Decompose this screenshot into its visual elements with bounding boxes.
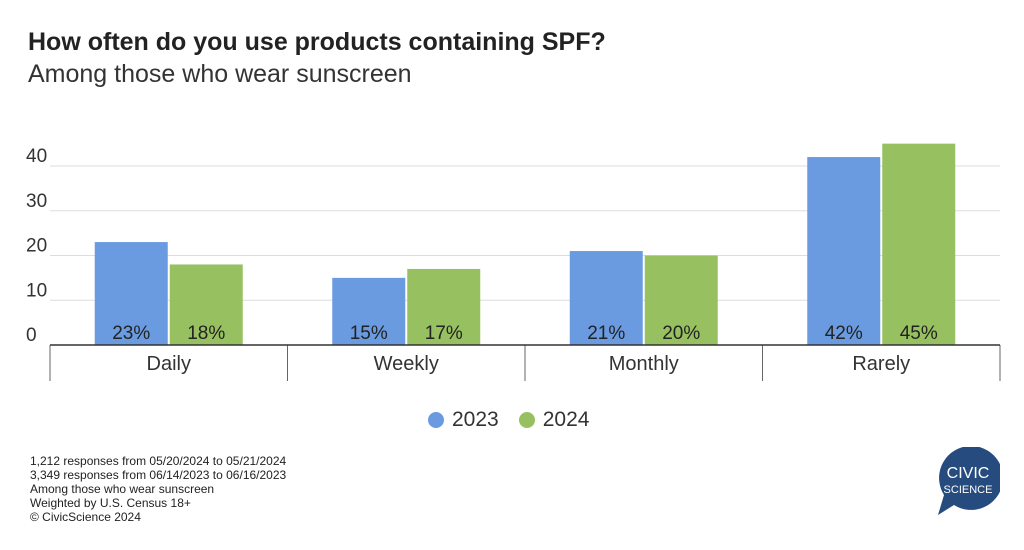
bar-2024-weekly [407,268,481,345]
y-tick-label: 40 [26,146,47,167]
data-label: 21% [587,323,625,344]
legend-label: 2024 [542,408,590,431]
data-label: 42% [825,323,863,344]
bar-2024-daily [169,264,243,345]
legend-swatch [428,412,444,428]
y-tick-label: 0 [26,325,37,346]
footnote: © CivicScience 2024 [30,510,141,524]
bar-chart: 0 10 20 30 40 Daily 23% 18% Weekly 15% 17% Monthly 2… [26,143,1001,381]
chart-subtitle: Among those who wear sunscreen [28,60,412,88]
data-label: 15% [350,323,388,344]
x-tick-label: Monthly [609,353,679,375]
bar-2023-weekly [332,277,406,345]
data-label: 17% [425,323,463,344]
y-tick-label: 20 [26,236,47,257]
x-tick-label: Rarely [852,353,910,375]
chart-title: How often do you use products containing… [28,28,606,56]
bar-2023-daily [94,242,168,345]
y-tick-label: 30 [26,191,47,212]
y-tick-label: 10 [26,280,47,301]
bar-2023-rarely [807,157,881,345]
data-label: 23% [112,323,150,344]
x-tick-label: Weekly [374,353,439,375]
legend-item-2023: 2023 [428,408,499,432]
legend: 2023 2024 [428,408,589,432]
x-tick-label: Daily [147,353,191,375]
bar-2023-monthly [569,251,643,345]
footnotes: 1,212 responses from 05/20/2024 to 05/21… [30,454,286,524]
data-label: 18% [187,323,225,344]
footnote: 3,349 responses from 06/14/2023 to 06/16… [30,468,287,482]
svg-text:SCIENCE: SCIENCE [944,484,993,496]
legend-swatch [518,412,535,428]
svg-text:CIVIC: CIVIC [947,465,990,482]
footnote: Among those who wear sunscreen [30,482,215,496]
data-label: 20% [662,323,700,344]
bar-2024-rarely [882,143,956,345]
footnote: Weighted by U.S. Census 18+ [30,496,191,510]
civicscience-logo: CIVIC SCIENCE [938,447,1000,515]
legend-label: 2023 [452,408,499,431]
legend-item-2024: 2024 [518,408,590,432]
bar-2024-monthly [644,255,718,345]
data-label: 45% [900,323,938,344]
footnote: 1,212 responses from 05/20/2024 to 05/21… [30,454,287,468]
